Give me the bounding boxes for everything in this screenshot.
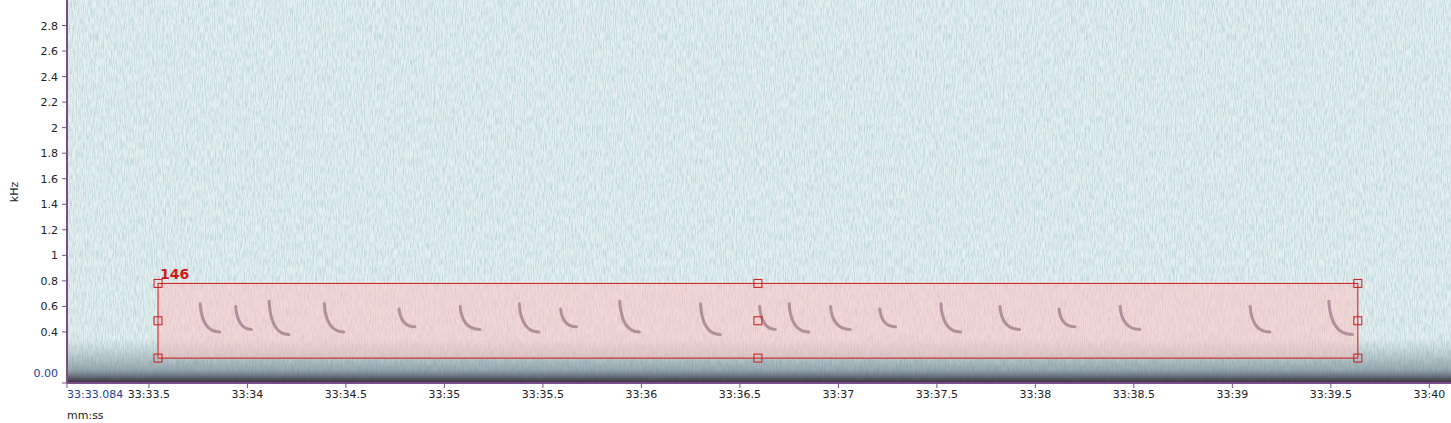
y-tick: [62, 51, 67, 52]
y-tick-label: 2.2: [41, 96, 59, 109]
selection-label: 146: [160, 266, 189, 282]
y-tick: [62, 204, 67, 205]
y-tick: [62, 76, 67, 77]
selection-handle: [1354, 354, 1362, 362]
x-tick-label: 33:39.5: [1310, 388, 1352, 401]
x-tick-label: 33:38.5: [1113, 388, 1155, 401]
x-tick-label: 33:36: [626, 388, 658, 401]
y-axis-line: [66, 0, 68, 383]
y-tick: [62, 153, 67, 154]
y-tick: [62, 25, 67, 26]
y-tick-label: 1.8: [41, 147, 59, 160]
x-axis-label: mm:ss: [67, 409, 104, 422]
y-tick-label: 0.8: [41, 275, 59, 288]
y-axis-label: kHz: [8, 182, 21, 203]
x-tick-label: 33:36.5: [719, 388, 761, 401]
x-tick-label: 33:39: [1216, 388, 1248, 401]
y-tick-label: 2.4: [41, 71, 59, 84]
y-tick-label: 1.6: [41, 173, 59, 186]
plot-background: [67, 0, 1451, 383]
y-tick-label: 0.00: [34, 367, 59, 380]
plot-area: [67, 0, 1451, 383]
y-tick-label: 0.6: [41, 300, 59, 313]
y-tick: [62, 280, 67, 281]
selection-handle: [154, 354, 162, 362]
y-tick: [62, 331, 67, 332]
y-tick-label: 1.2: [41, 224, 59, 237]
x-tick-label: 33:40: [1413, 388, 1445, 401]
x-tick-label: 33:33.5: [128, 388, 170, 401]
x-axis-line: [67, 382, 1451, 384]
y-tick-label: 2.6: [41, 45, 59, 58]
x-tick-label: 33:34.5: [325, 388, 367, 401]
x-tick-label: 33:37.5: [916, 388, 958, 401]
selection-handle: [1354, 317, 1362, 325]
selection-handle: [754, 317, 762, 325]
noise: [67, 0, 1451, 383]
y-tick-label: 1.4: [41, 198, 59, 211]
y-tick: [62, 127, 67, 128]
spectrogram-chart: 146 0.00 0.4 0.6 0.8 1 1.2 1.4 1.6 1.8 2 2.2 2.4 2.6 2…: [0, 0, 1451, 423]
y-tick: [62, 255, 67, 256]
y-tick: [62, 306, 67, 307]
y-tick-label: 2: [51, 122, 58, 135]
x-tick-label: 33:35.5: [522, 388, 564, 401]
x-tick-label: 33:38: [1020, 388, 1052, 401]
y-tick-label: 0.4: [41, 326, 59, 339]
selection-handle: [1354, 279, 1362, 287]
y-tick: [62, 229, 67, 230]
y-tick: [62, 178, 67, 179]
selection-handle: [154, 317, 162, 325]
selection-handle: [754, 354, 762, 362]
x-tick-label: 33:34: [232, 388, 264, 401]
selection-handle: [754, 279, 762, 287]
x-tick-label: 33:33.084: [67, 388, 123, 401]
y-tick: [62, 102, 67, 103]
selection-box: [158, 283, 1358, 358]
y-tick-label: 2.8: [41, 20, 59, 33]
y-tick: [62, 383, 67, 384]
x-tick-label: 33:37: [823, 388, 855, 401]
x-tick-label: 33:35: [429, 388, 461, 401]
y-tick-label: 1: [51, 249, 58, 262]
